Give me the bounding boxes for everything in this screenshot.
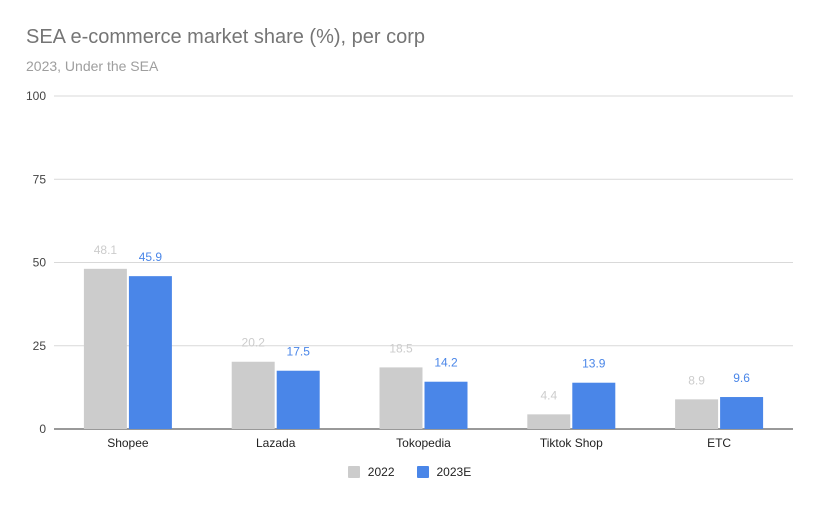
- bar-2023e: [572, 382, 616, 429]
- legend-item: 2023E: [416, 465, 472, 479]
- bar-2022: [83, 268, 127, 429]
- bar-2022: [675, 399, 719, 429]
- legend-label: 2023E: [436, 465, 472, 479]
- y-tick-label: 0: [39, 422, 46, 436]
- data-label: 48.1: [94, 243, 118, 257]
- data-label: 14.2: [434, 356, 458, 370]
- bar-2022: [527, 414, 571, 429]
- chart-title: SEA e-commerce market share (%), per cor…: [26, 26, 426, 48]
- bar-2023e: [128, 276, 172, 429]
- y-tick-label: 100: [26, 89, 46, 103]
- bar-2022: [231, 361, 275, 429]
- y-tick-label: 75: [33, 172, 47, 186]
- data-label: 45.9: [139, 250, 163, 264]
- x-tick-label: ETC: [707, 436, 731, 450]
- x-tick-label: Lazada: [256, 436, 296, 450]
- legend-swatch: [347, 466, 360, 478]
- legend-label: 2022: [367, 465, 395, 479]
- y-tick-label: 50: [33, 256, 47, 270]
- bar-2023e: [424, 381, 468, 429]
- y-tick-label: 25: [33, 339, 47, 353]
- data-label: 4.4: [540, 388, 557, 402]
- chart-subtitle: 2023, Under the SEA: [26, 58, 159, 74]
- data-label: 18.5: [389, 341, 413, 355]
- x-tick-label: Tokopedia: [396, 436, 451, 450]
- x-tick-label: Shopee: [107, 436, 149, 450]
- bar-2023e: [276, 370, 320, 429]
- data-label: 20.2: [242, 336, 266, 350]
- bar-2023e: [720, 397, 764, 429]
- data-label: 17.5: [287, 345, 311, 359]
- data-label: 13.9: [582, 357, 606, 371]
- legend-swatch: [416, 466, 429, 478]
- data-label: 8.9: [688, 373, 705, 387]
- x-tick-label: Tiktok Shop: [540, 436, 603, 450]
- bar-2022: [379, 367, 423, 429]
- legend: 2022 2023E: [0, 465, 819, 479]
- data-label: 9.6: [733, 371, 750, 385]
- legend-item: 2022: [347, 465, 395, 479]
